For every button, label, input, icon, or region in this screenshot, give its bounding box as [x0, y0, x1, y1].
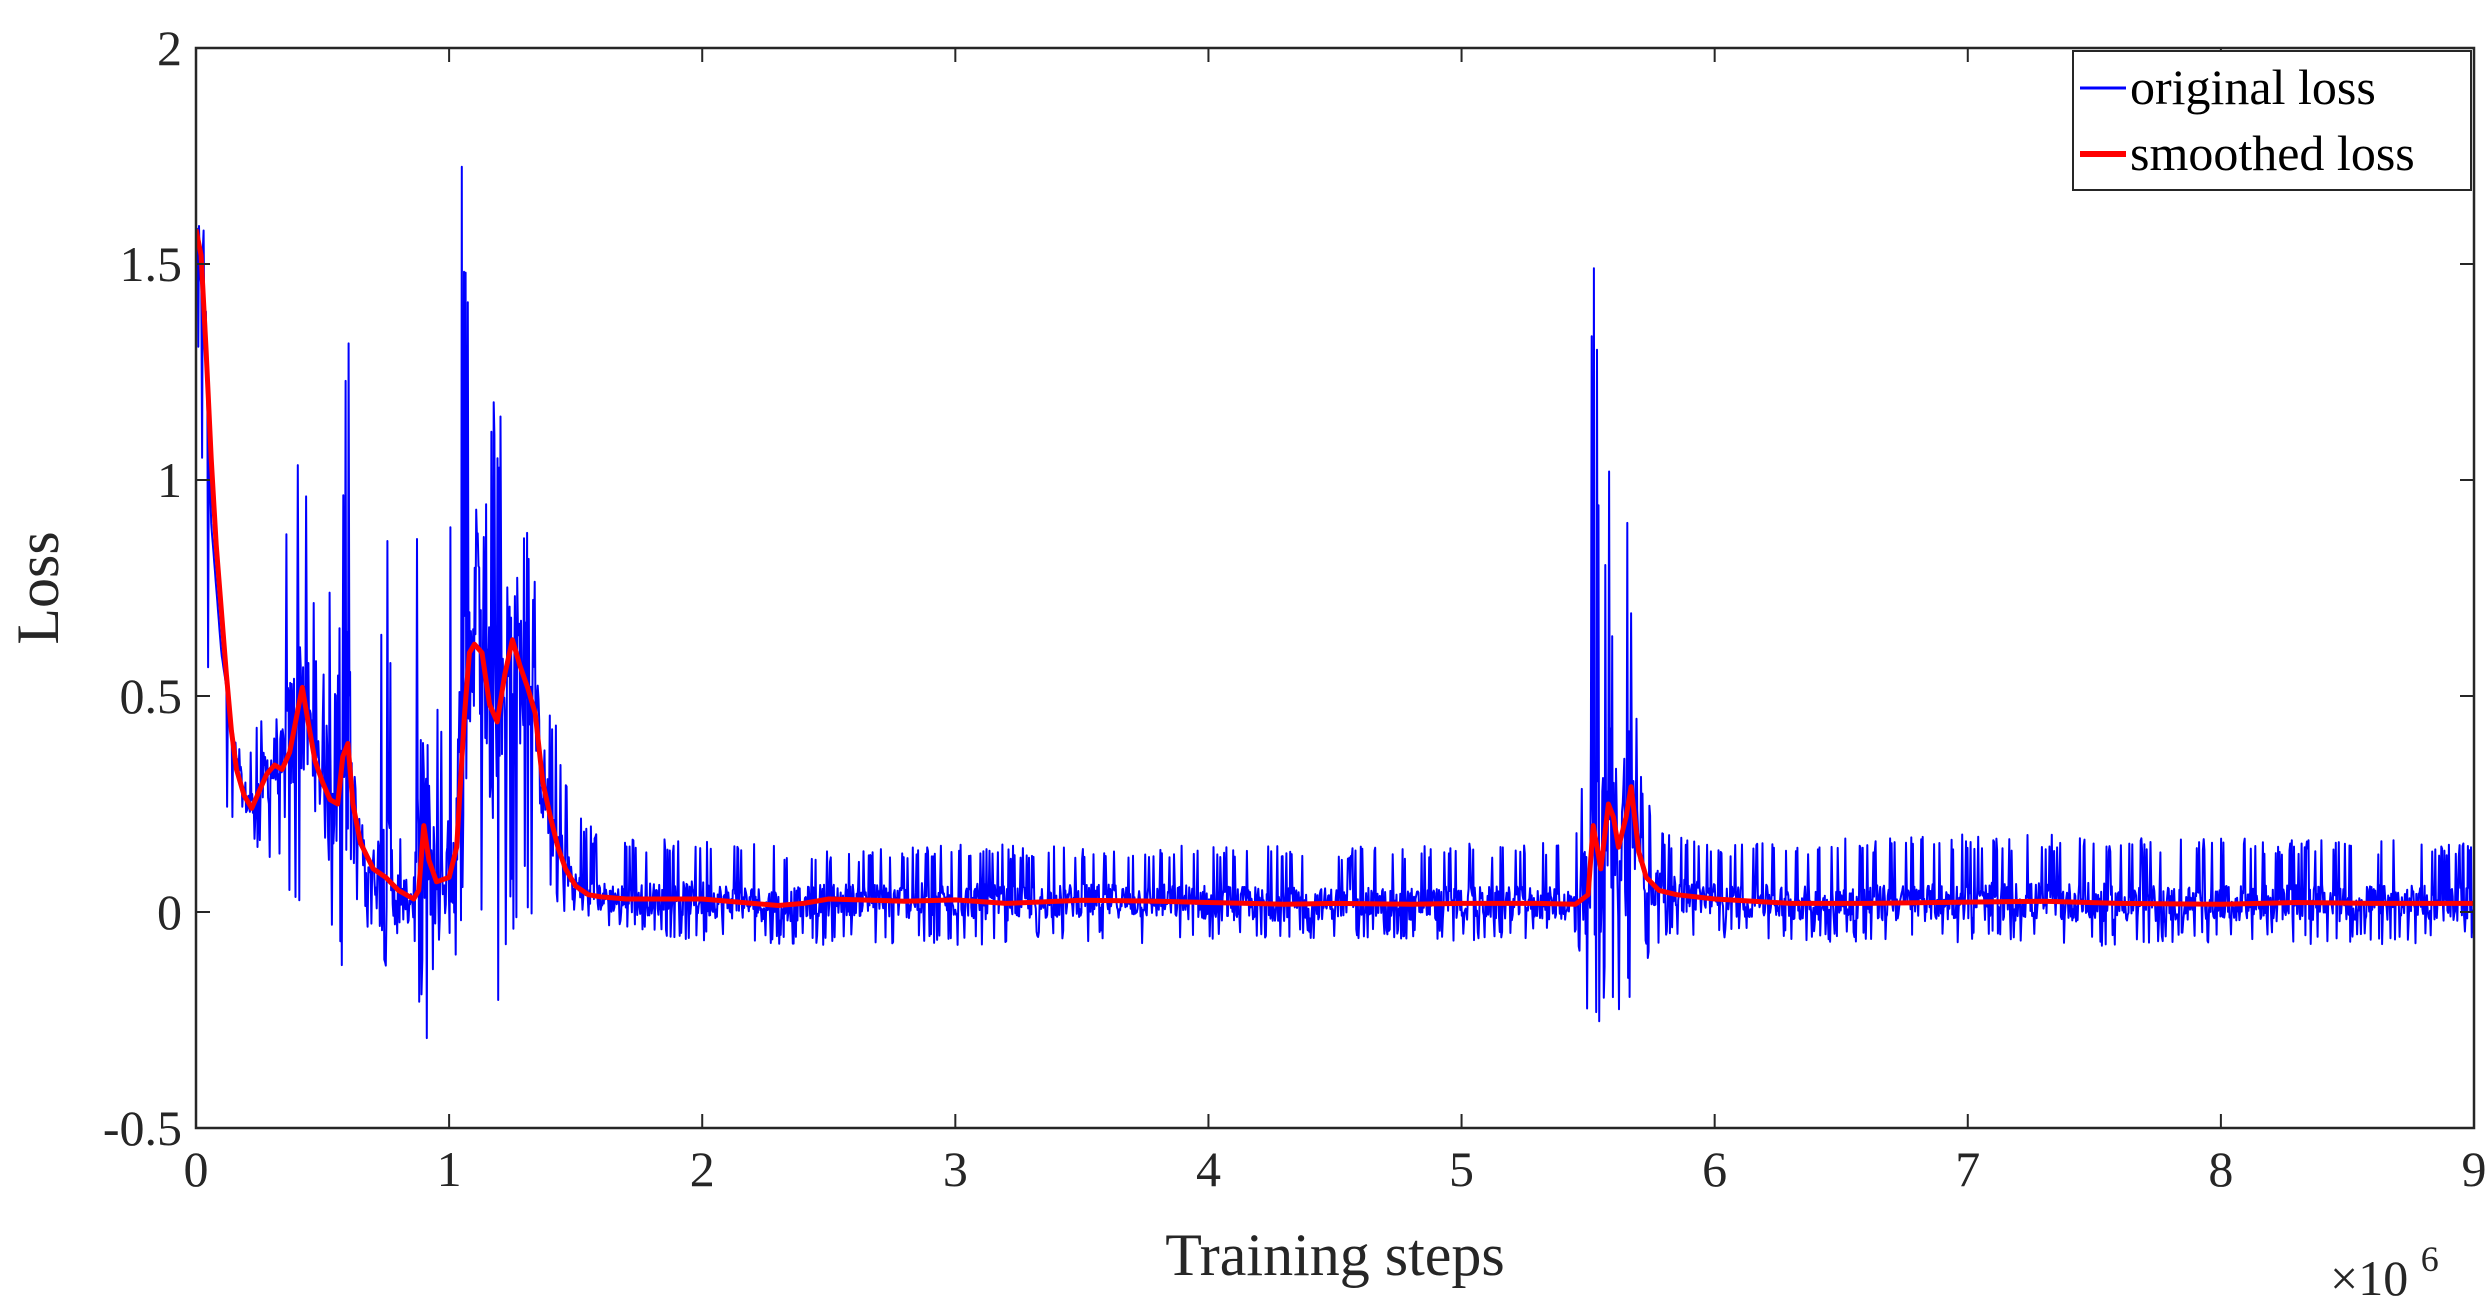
- x-tick-label: 5: [1449, 1141, 1474, 1197]
- y-tick-label: 0: [157, 884, 182, 940]
- y-tick-label: 0.5: [120, 668, 183, 724]
- series-smoothed-loss: [196, 228, 2474, 908]
- x-axis-exponent: ×10 6: [2330, 1239, 2439, 1306]
- x-axis-title: Training steps: [1165, 1222, 1505, 1288]
- x-exponent-power: 6: [2421, 1239, 2439, 1279]
- y-tick-label: 1.5: [120, 236, 183, 292]
- x-tick-label: 8: [2208, 1141, 2233, 1197]
- tick-labels: 0 1 2 3 4 5 6 7 8 9-0.500.511.52: [103, 20, 2487, 1197]
- y-tick-label: -0.5: [103, 1100, 182, 1156]
- y-tick-label: 1: [157, 452, 182, 508]
- x-tick-label: 3: [943, 1141, 968, 1197]
- x-tick-label: 4: [1196, 1141, 1221, 1197]
- x-tick-label: 1: [437, 1141, 462, 1197]
- x-tick-label: 9: [2462, 1141, 2487, 1197]
- axes-frame: [194, 46, 2476, 1130]
- tick-marks: [195, 47, 2475, 1129]
- x-tick-label: 2: [690, 1141, 715, 1197]
- legend-label-original: original loss: [2130, 59, 2376, 115]
- axes: [194, 46, 2476, 1130]
- x-tick-label: 0: [184, 1141, 209, 1197]
- y-tick-label: 2: [157, 20, 182, 76]
- legend-label-smoothed: smoothed loss: [2130, 125, 2415, 181]
- y-axis-title: Loss: [5, 531, 71, 644]
- legend: original loss smoothed loss: [2072, 50, 2472, 191]
- x-tick-label: 7: [1955, 1141, 1980, 1197]
- x-exponent-base: ×10: [2330, 1250, 2408, 1306]
- legend-box: [2072, 50, 2472, 191]
- x-tick-label: 6: [1702, 1141, 1727, 1197]
- series-original-loss: [196, 165, 2474, 1040]
- plot-area: [196, 165, 2474, 1040]
